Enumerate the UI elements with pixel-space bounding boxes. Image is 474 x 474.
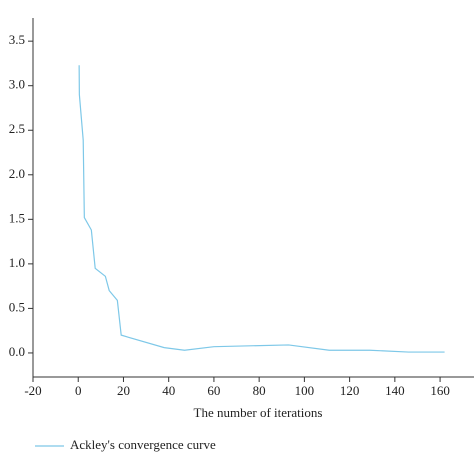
y-tick-label: 2.5 (9, 121, 25, 136)
y-tick-label: 1.0 (9, 255, 25, 270)
legend-label: Ackley's convergence curve (70, 437, 216, 452)
x-tick-label: 60 (207, 383, 220, 398)
x-tick-label: 140 (385, 383, 405, 398)
y-tick-label: 1.5 (9, 210, 25, 225)
x-tick-label: 160 (430, 383, 450, 398)
y-tick-label: 3.5 (9, 32, 25, 47)
y-tick-label: 2.0 (9, 166, 25, 181)
x-tick-label: 40 (162, 383, 175, 398)
y-tick-label: 0.5 (9, 299, 25, 314)
x-tick-label: 0 (75, 383, 82, 398)
y-tick-label: 0.0 (9, 344, 25, 359)
x-tick-label: -20 (24, 383, 41, 398)
x-tick-label: 80 (253, 383, 266, 398)
y-tick-label: 3.0 (9, 77, 25, 92)
x-tick-label: 100 (295, 383, 315, 398)
x-tick-label: 120 (340, 383, 360, 398)
data-line (78, 65, 445, 353)
x-tick-label: 20 (117, 383, 130, 398)
x-axis-label: The number of iterations (194, 405, 323, 420)
